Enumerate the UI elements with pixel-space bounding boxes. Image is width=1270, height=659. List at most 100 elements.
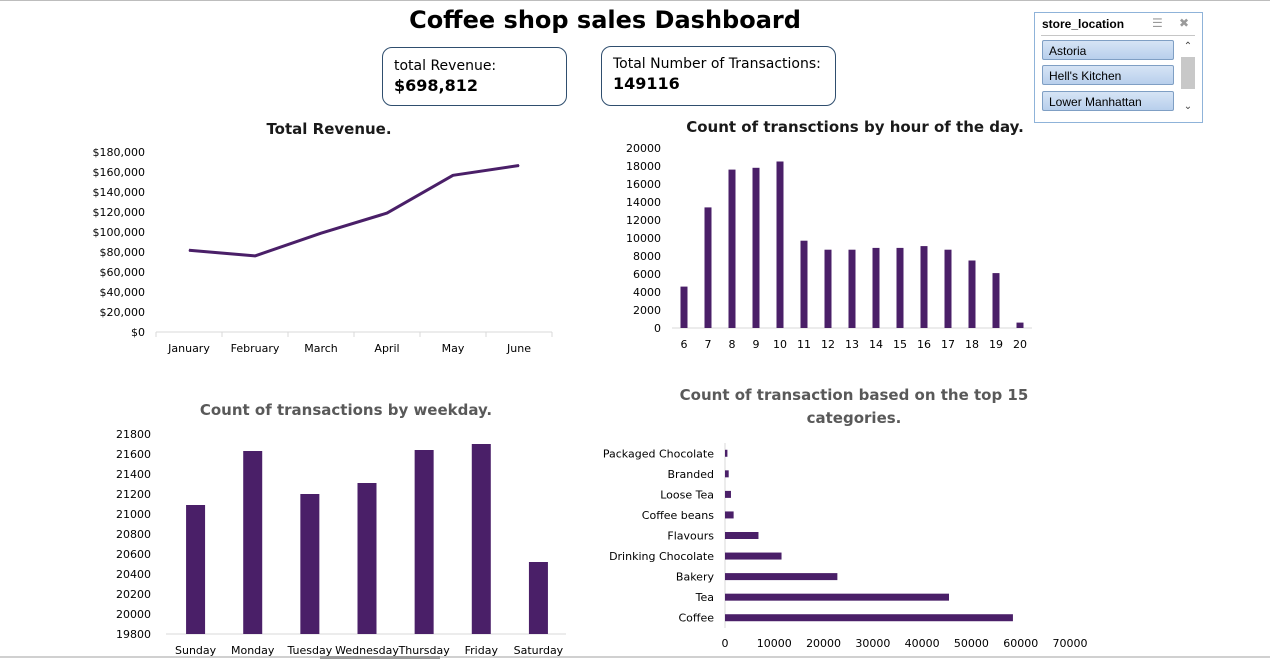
y-tick-label: 20200 <box>116 588 151 601</box>
slicer-scrollbar[interactable]: ⌃ ⌄ <box>1180 39 1196 115</box>
chart-title: Count of transctions by hour of the day. <box>686 118 1024 136</box>
x-tick-label: March <box>304 342 338 355</box>
kpi-label: Total Number of Transactions: <box>613 56 821 72</box>
x-tick-label: February <box>231 342 280 355</box>
slicer-item-hells-kitchen[interactable]: Hell's Kitchen <box>1042 65 1174 85</box>
y-tick-label: $160,000 <box>93 166 146 179</box>
revenue-point <box>452 174 454 176</box>
x-tick-label: 11 <box>797 338 811 351</box>
hour-bar <box>968 260 976 328</box>
hour-bar <box>704 207 712 328</box>
slicer-item-astoria[interactable]: Astoria <box>1042 40 1174 60</box>
dashboard-title: Coffee shop sales Dashboard <box>409 6 801 34</box>
hour-bar <box>920 246 928 328</box>
category-bar <box>725 490 731 498</box>
y-tick-label: 21800 <box>116 428 151 441</box>
slicer-header: store_location <box>1042 17 1125 31</box>
y-tick-label: 14000 <box>626 196 661 209</box>
y-tick-label: Loose Tea <box>660 488 714 501</box>
slicer-item-lower-manhattan[interactable]: Lower Manhattan <box>1042 91 1174 111</box>
y-tick-label: $40,000 <box>100 286 146 299</box>
x-tick-label: 0 <box>722 637 729 650</box>
chart-title: categories. <box>807 409 902 427</box>
x-tick-label: Thursday <box>398 644 451 657</box>
weekday-bar <box>186 505 206 634</box>
hour-bar <box>776 161 784 328</box>
x-tick-label: 20 <box>1013 338 1027 351</box>
category-bar <box>725 614 1013 622</box>
x-tick-label: 16 <box>917 338 931 351</box>
y-tick-label: 20400 <box>116 568 151 581</box>
x-tick-label: 40000 <box>905 637 940 650</box>
y-tick-label: 6000 <box>633 268 661 281</box>
category-bar <box>725 573 838 581</box>
scroll-thumb[interactable] <box>1181 57 1195 89</box>
x-tick-label: 10000 <box>757 637 792 650</box>
bottom-border <box>0 656 1270 658</box>
y-tick-label: Coffee <box>678 612 714 625</box>
kpi-value: $698,812 <box>394 76 479 95</box>
y-tick-label: 20000 <box>116 608 151 621</box>
y-tick-label: 16000 <box>626 178 661 191</box>
x-tick-label: 10 <box>773 338 787 351</box>
clear-filter-icon[interactable]: ✖ <box>1179 16 1190 30</box>
weekday-bar <box>357 483 377 634</box>
x-tick-label: Tuesday <box>286 644 332 657</box>
y-tick-label: $20,000 <box>100 306 146 319</box>
x-tick-label: 9 <box>753 338 760 351</box>
revenue-point <box>386 212 388 214</box>
category-bar <box>725 552 782 560</box>
y-tick-label: $120,000 <box>93 206 146 219</box>
category-bar <box>725 511 734 519</box>
weekday-bar <box>243 451 263 634</box>
hour-bar <box>896 247 904 328</box>
y-tick-label: 2000 <box>633 304 661 317</box>
revenue-point <box>320 232 322 234</box>
x-tick-label: June <box>506 342 531 355</box>
x-tick-label: 12 <box>821 338 835 351</box>
weekday-bar <box>528 562 548 634</box>
x-tick-label: Sunday <box>175 644 217 657</box>
weekday-bar <box>300 494 320 634</box>
category-bar <box>725 470 729 478</box>
y-tick-label: $140,000 <box>93 186 146 199</box>
hour-bar <box>992 273 1000 328</box>
category-bar <box>725 593 950 601</box>
hour-bar <box>728 169 736 328</box>
category-bar <box>725 449 728 457</box>
y-tick-label: Drinking Chocolate <box>609 550 714 563</box>
hour-bar <box>752 167 760 328</box>
x-tick-label: April <box>374 342 399 355</box>
x-tick-label: 13 <box>845 338 859 351</box>
x-tick-label: January <box>167 342 210 355</box>
y-tick-label: $180,000 <box>93 146 146 159</box>
y-tick-label: 0 <box>654 322 661 335</box>
y-tick-label: 20000 <box>626 142 661 155</box>
chart-title: Count of transaction based on the top 15 <box>680 386 1029 404</box>
y-tick-label: $100,000 <box>93 226 146 239</box>
category-bar <box>725 532 759 539</box>
hour-bar <box>824 249 832 328</box>
y-tick-label: 20800 <box>116 528 151 541</box>
multi-select-icon[interactable]: ☰ <box>1152 16 1163 30</box>
scroll-up-icon[interactable]: ⌃ <box>1183 41 1193 52</box>
scroll-down-icon[interactable]: ⌄ <box>1183 101 1193 112</box>
hour-bar <box>1016 322 1024 328</box>
x-tick-label: 50000 <box>954 637 989 650</box>
y-tick-label: 21400 <box>116 468 151 481</box>
y-tick-label: 10000 <box>626 232 661 245</box>
y-tick-label: $60,000 <box>100 266 146 279</box>
top-border <box>0 0 1270 1</box>
x-tick-label: 15 <box>893 338 907 351</box>
chart-title: Count of transactions by weekday. <box>200 401 492 419</box>
y-tick-label: 12000 <box>626 214 661 227</box>
sheet-scrollbar[interactable] <box>320 656 440 659</box>
x-tick-label: 17 <box>941 338 955 351</box>
weekday-bar <box>414 450 434 634</box>
store-location-slicer: store_location ☰ ✖ Astoria Hell's Kitche… <box>1034 12 1203 123</box>
hour-bar <box>848 249 856 328</box>
y-tick-label: Bakery <box>676 571 715 584</box>
x-tick-label: 30000 <box>855 637 890 650</box>
revenue-point <box>518 165 520 166</box>
y-tick-label: 21000 <box>116 508 151 521</box>
